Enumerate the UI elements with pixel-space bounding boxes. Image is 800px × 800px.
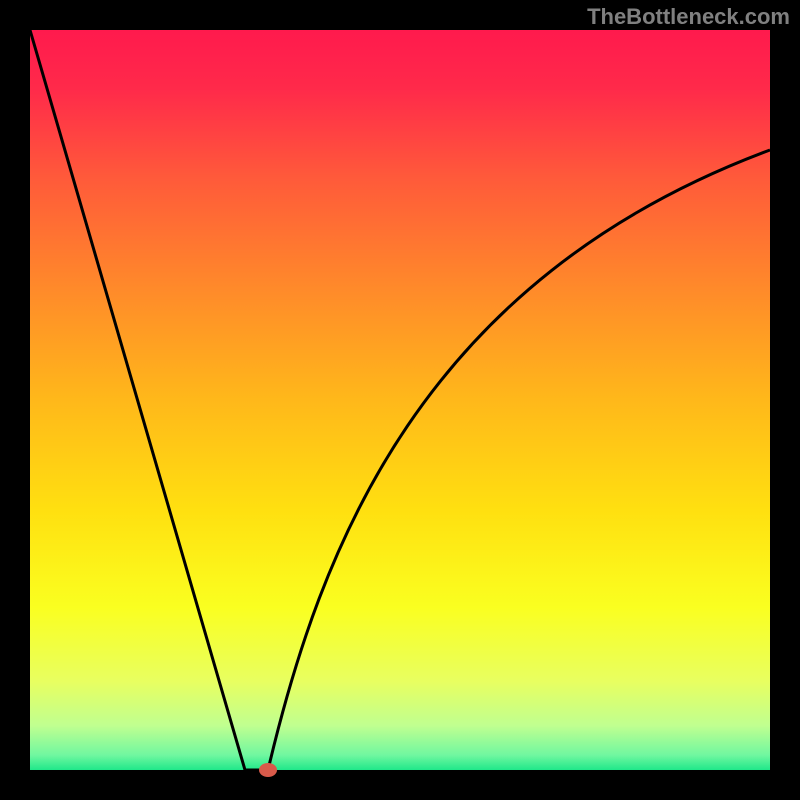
plot-area (30, 30, 770, 770)
bottleneck-chart (0, 0, 800, 800)
chart-container: TheBottleneck.com (0, 0, 800, 800)
minimum-marker (259, 763, 277, 777)
watermark: TheBottleneck.com (587, 4, 790, 30)
